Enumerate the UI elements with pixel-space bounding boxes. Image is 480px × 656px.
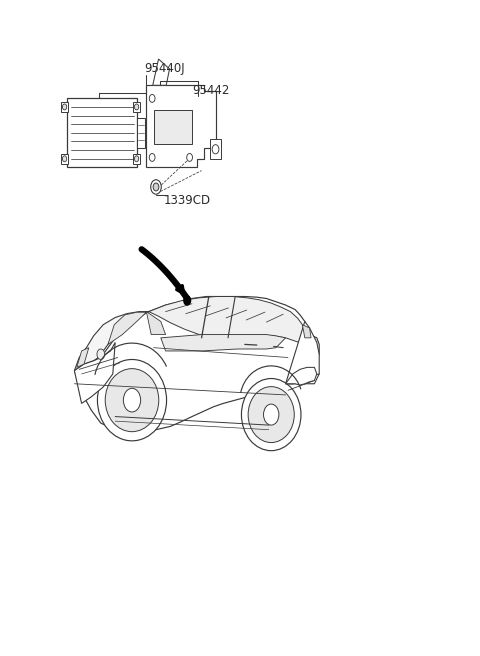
Polygon shape — [61, 102, 68, 112]
Polygon shape — [77, 348, 89, 367]
Circle shape — [62, 104, 67, 110]
Circle shape — [62, 155, 67, 161]
Circle shape — [149, 154, 155, 161]
Polygon shape — [133, 102, 140, 112]
Polygon shape — [161, 335, 286, 351]
Polygon shape — [74, 297, 319, 433]
Polygon shape — [146, 312, 166, 335]
Polygon shape — [154, 110, 192, 144]
Polygon shape — [210, 139, 221, 159]
Circle shape — [153, 183, 159, 191]
Circle shape — [264, 404, 279, 425]
Circle shape — [134, 104, 139, 110]
Polygon shape — [286, 321, 319, 384]
Circle shape — [134, 155, 139, 161]
Polygon shape — [302, 325, 311, 338]
Ellipse shape — [241, 379, 301, 451]
Circle shape — [149, 94, 155, 102]
Polygon shape — [286, 367, 317, 385]
Polygon shape — [67, 98, 137, 167]
Polygon shape — [149, 297, 307, 344]
Text: 95440J: 95440J — [144, 62, 185, 75]
Text: 95442: 95442 — [192, 84, 229, 97]
Ellipse shape — [248, 386, 294, 443]
Ellipse shape — [105, 369, 159, 432]
Polygon shape — [74, 312, 149, 371]
Text: 1339CD: 1339CD — [163, 194, 210, 207]
Circle shape — [187, 154, 192, 161]
Circle shape — [184, 296, 191, 305]
Polygon shape — [108, 312, 146, 344]
Ellipse shape — [97, 359, 167, 441]
Polygon shape — [133, 154, 140, 164]
Polygon shape — [146, 85, 216, 167]
Polygon shape — [61, 154, 68, 164]
Circle shape — [123, 388, 141, 412]
Circle shape — [97, 349, 105, 359]
Circle shape — [151, 180, 161, 194]
Polygon shape — [74, 342, 115, 403]
Polygon shape — [137, 117, 145, 148]
Circle shape — [212, 145, 219, 154]
Polygon shape — [153, 59, 169, 85]
